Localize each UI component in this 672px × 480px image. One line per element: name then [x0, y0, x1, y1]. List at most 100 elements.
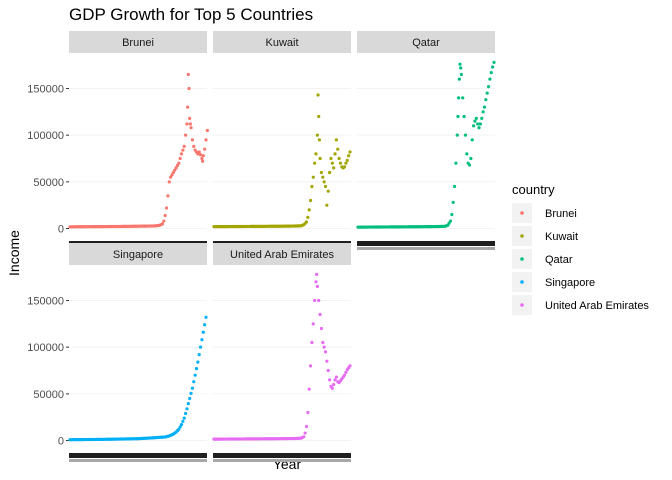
data-point [456, 114, 460, 119]
legend-label: United Arab Emirates [545, 300, 649, 312]
data-point [313, 161, 317, 165]
data-point [306, 410, 310, 415]
data-point [317, 138, 321, 142]
data-point [321, 340, 325, 345]
data-point [486, 85, 491, 89]
data-point [348, 364, 352, 368]
y-tick-label: 150000 [27, 295, 64, 307]
data-point [457, 77, 461, 81]
data-point [177, 161, 181, 165]
y-tick-label: 50000 [33, 389, 64, 401]
data-point [201, 159, 205, 163]
data-point [311, 322, 315, 326]
data-point [162, 219, 166, 223]
data-point [329, 156, 333, 161]
data-point [178, 156, 182, 161]
data-point [187, 86, 191, 91]
data-point [315, 272, 319, 276]
facet-strip [213, 31, 351, 53]
legend-swatch [520, 280, 524, 284]
data-point [336, 147, 340, 151]
data-point [316, 93, 320, 97]
data-point [342, 373, 347, 377]
data-point [186, 105, 190, 109]
data-point [303, 431, 307, 435]
data-point [178, 425, 182, 429]
x-tick-label-band [69, 459, 207, 462]
data-point [328, 378, 332, 382]
facet-strip-label: Qatar [412, 37, 440, 49]
data-point [304, 424, 309, 429]
data-point [171, 170, 175, 175]
data-point [325, 359, 329, 363]
data-point [189, 126, 193, 130]
data-point [196, 360, 200, 364]
data-point [179, 152, 184, 156]
data-point [166, 194, 170, 198]
data-point [484, 98, 488, 102]
data-point [344, 370, 348, 374]
series-points [356, 60, 496, 229]
facet-panel-5: United Arab Emirates [212, 243, 352, 462]
facet-panel-1: Brunei 0 50000 100000 150000 [27, 31, 209, 250]
data-point [203, 147, 207, 151]
panel-background [69, 53, 207, 236]
x-tick-band [69, 453, 207, 458]
data-point [452, 184, 457, 189]
legend-swatch [520, 303, 524, 307]
data-point [474, 116, 478, 120]
data-point [334, 375, 338, 379]
x-tick-band [213, 453, 351, 458]
data-point [192, 144, 196, 148]
data-point [451, 200, 455, 204]
x-axis-title: Year [273, 456, 302, 472]
data-point [160, 222, 165, 226]
facet-panel-2: Kuwait [212, 31, 352, 250]
data-point [204, 315, 208, 319]
legend-items: Brunei Kuwait Qatar Singapore United Arab Em… [512, 203, 649, 315]
data-point [476, 122, 480, 126]
data-point [322, 180, 326, 184]
data-point [318, 312, 322, 317]
data-point [328, 170, 332, 175]
data-point [169, 175, 173, 179]
y-tick-label: 150000 [27, 83, 64, 95]
data-point [307, 387, 311, 391]
data-point [332, 166, 336, 170]
data-point [308, 198, 313, 203]
data-point [333, 152, 337, 156]
data-point [326, 189, 330, 193]
data-point [347, 154, 351, 158]
data-point [470, 138, 474, 142]
data-point [332, 382, 336, 387]
data-point [190, 386, 194, 390]
data-point [182, 144, 186, 148]
data-point [188, 116, 192, 120]
data-point [174, 166, 178, 170]
facet-strip [69, 31, 207, 53]
data-point [205, 128, 209, 133]
facet-panel-3: Qatar [356, 31, 496, 250]
y-tick-label: 50000 [33, 177, 64, 189]
data-point [326, 368, 330, 373]
data-point [333, 378, 337, 382]
legend-label: Singapore [545, 277, 595, 289]
data-point [344, 161, 348, 165]
data-point [167, 180, 171, 184]
data-point [482, 105, 487, 109]
data-point [306, 215, 310, 219]
data-point [473, 119, 477, 123]
facet-strip-label: Brunei [122, 37, 154, 49]
panel-background [213, 53, 351, 236]
data-point [463, 133, 468, 137]
data-point [478, 122, 482, 126]
y-tick-label: 100000 [27, 130, 64, 142]
data-point [189, 391, 193, 395]
data-point [170, 173, 174, 177]
data-point [481, 110, 485, 114]
data-point [198, 345, 203, 349]
data-point [304, 220, 309, 224]
data-point [197, 353, 201, 357]
data-point [313, 298, 317, 303]
data-point [488, 77, 492, 81]
